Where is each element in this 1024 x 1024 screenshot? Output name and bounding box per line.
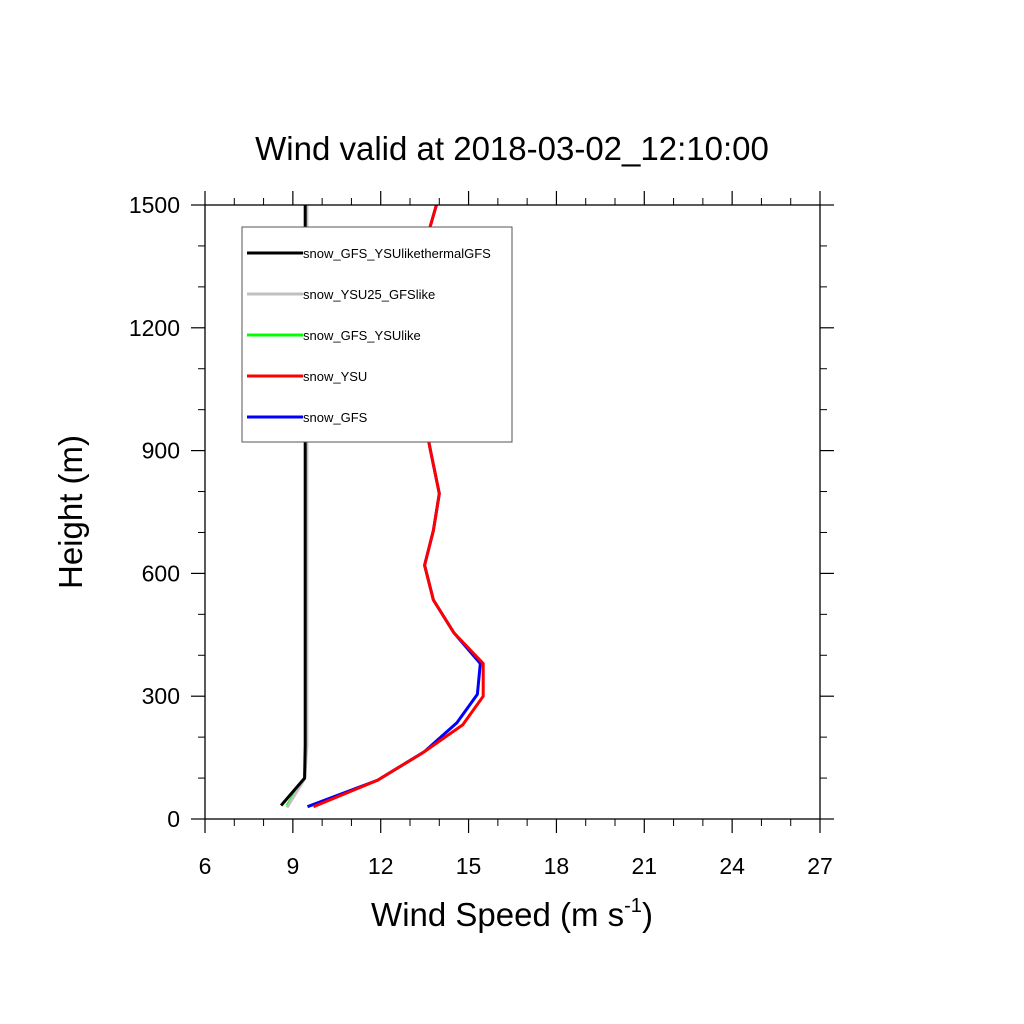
- x-axis-label: Wind Speed (m s-1): [371, 895, 653, 933]
- x-tick-label: 24: [719, 853, 745, 879]
- x-tick-label: 6: [199, 853, 212, 879]
- y-tick-label: 1500: [129, 192, 180, 218]
- y-tick-label: 600: [142, 560, 180, 586]
- x-axis-label-close: ): [642, 896, 653, 933]
- y-tick-label: 900: [142, 438, 180, 464]
- x-tick-label: 9: [286, 853, 299, 879]
- y-tick-label: 1200: [129, 315, 180, 341]
- legend-label: snow_YSU25_GFSlike: [303, 287, 435, 302]
- x-axis-label-superscript: -1: [624, 895, 642, 917]
- legend: snow_GFS_YSUlikethermalGFS snow_YSU25_GFS…: [241, 226, 513, 443]
- legend-label: snow_YSU: [303, 369, 367, 384]
- x-tick-label: 21: [631, 853, 657, 879]
- legend-label: snow_GFS_YSUlikethermalGFS: [303, 246, 491, 261]
- y-tick-label: 0: [167, 806, 180, 832]
- x-tick-label: 12: [368, 853, 394, 879]
- axis-ticks: 6 9 12 15 18 21 24 27 0 300 600 900 1200 1500: [129, 191, 834, 879]
- chart-title: Wind valid at 2018-03-02_12:10:00: [255, 130, 769, 167]
- y-tick-label: 300: [142, 683, 180, 709]
- x-tick-label: 15: [456, 853, 482, 879]
- x-tick-label: 27: [807, 853, 833, 879]
- legend-items: snow_GFS_YSUlikethermalGFS snow_YSU25_GFS…: [247, 246, 491, 425]
- legend-label: snow_GFS: [303, 410, 368, 425]
- x-tick-label: 18: [544, 853, 570, 879]
- y-axis-label: Height (m): [52, 435, 89, 589]
- legend-label: snow_GFS_YSUlike: [303, 328, 421, 343]
- x-axis-label-main: Wind Speed (m s: [371, 896, 624, 933]
- plot-frame: [204, 204, 821, 820]
